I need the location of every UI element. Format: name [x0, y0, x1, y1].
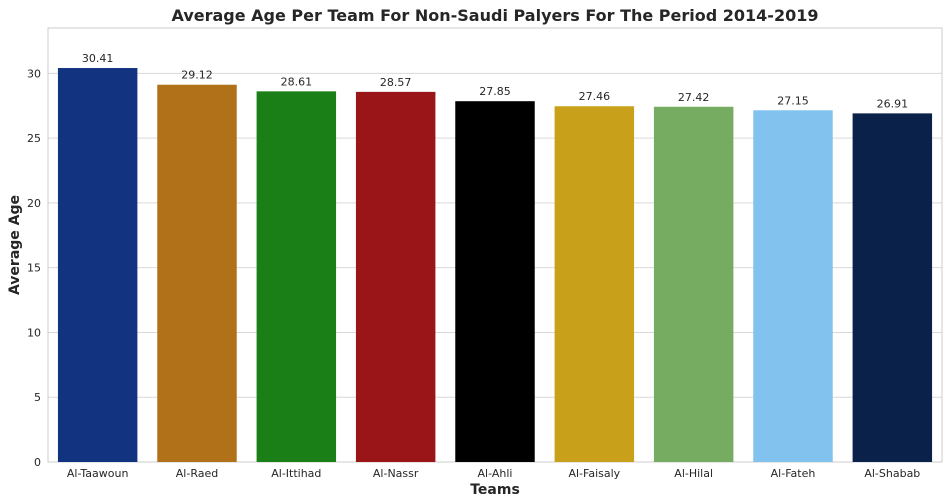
- y-tick-labels: 0 5 10 15 20 25 30: [27, 67, 41, 469]
- bar-al-fateh: [753, 110, 833, 462]
- x-tick-label: Al-Fateh: [771, 467, 816, 480]
- data-label: 29.12: [181, 69, 213, 82]
- bar-al-shabab: [852, 113, 933, 462]
- chart-title: Average Age Per Team For Non-Saudi Palye…: [172, 6, 819, 25]
- data-label: 26.91: [877, 97, 909, 110]
- x-tick-label: Al-Ahli: [478, 467, 513, 480]
- data-label: 28.61: [281, 75, 313, 88]
- data-label: 27.46: [579, 90, 611, 103]
- bar-al-raed: [157, 84, 237, 462]
- x-tick-label: Al-Taawoun: [67, 467, 129, 480]
- x-tick-label: Al-Shabab: [864, 467, 920, 480]
- bar-al-taawoun: [57, 68, 138, 462]
- bar-al-hilal: [653, 106, 734, 462]
- x-tick-label: Al-Nassr: [373, 467, 419, 480]
- y-axis-label: Average Age: [7, 195, 23, 295]
- y-tick-label: 20: [27, 197, 41, 210]
- data-label: 27.15: [777, 94, 809, 107]
- bar-al-nassr: [355, 91, 436, 462]
- y-tick-label: 5: [34, 391, 41, 404]
- y-tick-label: 30: [27, 67, 41, 80]
- bar-al-ittihad: [256, 91, 337, 462]
- x-tick-label: Al-Raed: [176, 467, 218, 480]
- bars-group: [57, 68, 933, 463]
- data-label: 28.57: [380, 76, 412, 89]
- x-tick-labels: Al-Taawoun Al-Raed Al-Ittihad Al-Nassr Al-Ah…: [67, 467, 920, 480]
- bar-al-faisaly: [554, 106, 635, 463]
- y-tick-label: 25: [27, 132, 41, 145]
- y-tick-label: 0: [34, 456, 41, 469]
- bar-al-ahli: [455, 101, 535, 462]
- x-tick-label: Al-Faisaly: [568, 467, 620, 480]
- data-label: 27.42: [678, 91, 710, 104]
- x-axis-label: Teams: [470, 482, 520, 498]
- x-tick-label: Al-Ittihad: [271, 467, 321, 480]
- data-labels: 30.41 29.12 28.61 28.57 27.85 27.46 27.42 27.15…: [82, 52, 908, 110]
- data-label: 27.85: [479, 85, 511, 98]
- y-tick-label: 10: [27, 326, 41, 339]
- y-tick-label: 15: [27, 262, 41, 275]
- x-tick-label: Al-Hilal: [674, 467, 713, 480]
- data-label: 30.41: [82, 52, 114, 65]
